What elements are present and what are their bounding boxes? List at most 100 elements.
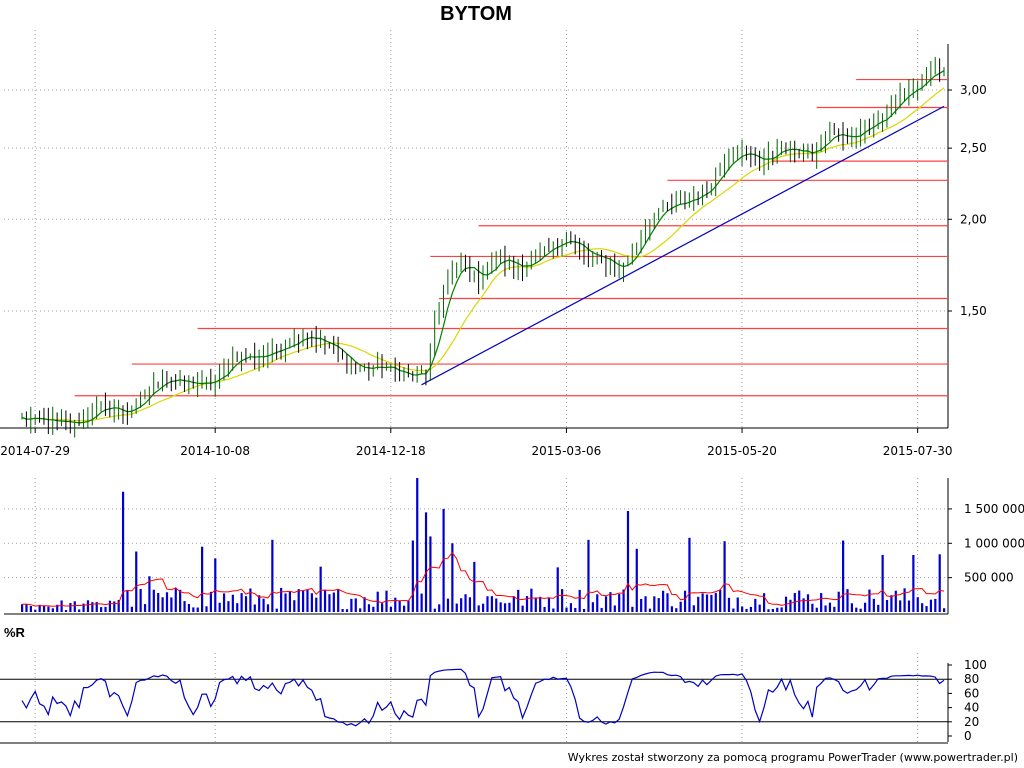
volume-bar	[574, 607, 577, 612]
volume-bar	[578, 589, 581, 612]
volume-bar	[429, 536, 432, 612]
volume-bar	[877, 604, 880, 612]
volume-bar	[837, 591, 840, 612]
volume-bar	[631, 606, 634, 612]
volume-bar	[934, 598, 937, 612]
volume-bar	[596, 594, 599, 612]
volume-bar	[534, 597, 537, 612]
volume-bar	[205, 606, 208, 612]
volume-bar	[306, 589, 309, 612]
volume-bar	[214, 558, 217, 612]
volume-bar	[754, 598, 757, 612]
volume-bar	[600, 607, 603, 612]
volume-bar	[890, 595, 893, 612]
volume-bar	[34, 609, 37, 612]
volume-bar	[517, 589, 520, 612]
volume-bar	[249, 588, 252, 612]
chart-title: BYTOM	[440, 3, 512, 25]
volume-bar	[179, 589, 182, 612]
volume-bar	[727, 597, 731, 612]
volume-bar	[609, 592, 612, 612]
wr-y-tick-label: 40	[964, 701, 979, 715]
volume-bar	[262, 598, 265, 612]
volume-bar	[855, 607, 858, 612]
volume-bar	[547, 597, 551, 612]
volume-bar	[591, 602, 594, 612]
volume-bar	[100, 607, 103, 612]
volume-bar	[745, 608, 748, 612]
volume-bar	[130, 606, 133, 612]
volume-bar	[174, 587, 177, 612]
volume-bar	[60, 600, 63, 612]
volume-bar	[701, 593, 704, 612]
volume-bar	[640, 598, 643, 612]
volume-bar	[846, 589, 849, 612]
volume-bar	[332, 592, 335, 612]
volume-bar	[288, 591, 292, 612]
volume-bar	[758, 604, 761, 612]
volume-bar	[561, 589, 564, 612]
volume-bar	[697, 596, 700, 612]
volume-bar	[108, 600, 112, 612]
volume-bar	[662, 590, 665, 612]
price-x-tick-label: 2014-12-18	[356, 444, 426, 458]
volume-bar	[648, 608, 652, 612]
volume-bar	[903, 588, 906, 612]
volume-bar	[683, 590, 687, 612]
volume-bar	[394, 597, 397, 612]
volume-bar	[297, 589, 300, 612]
volume-bar	[284, 593, 287, 612]
volume-bar	[525, 596, 529, 612]
williams-r-label: %R	[4, 625, 26, 640]
wr-y-tick-label: 100	[964, 658, 987, 672]
volume-bar	[341, 609, 344, 612]
volume-bar	[863, 602, 867, 612]
volume-bar	[521, 605, 524, 612]
wr-y-tick-label: 0	[964, 729, 972, 743]
volume-bar	[820, 593, 823, 612]
volume-bar	[244, 596, 248, 612]
volume-bar	[543, 606, 546, 612]
volume-bar	[280, 587, 283, 612]
volume-bar	[113, 601, 116, 612]
volume-y-tick-label: 1 500 000	[964, 502, 1024, 516]
volume-bar	[912, 554, 915, 612]
volume-bar	[679, 601, 682, 612]
volume-bar	[293, 600, 296, 612]
volume-bar	[398, 600, 401, 612]
volume-bar	[455, 603, 458, 612]
volume-bar	[407, 600, 410, 612]
volume-bar	[161, 597, 164, 612]
volume-bar	[512, 596, 515, 612]
volume-bar	[582, 608, 586, 612]
volume-bar	[69, 603, 72, 612]
volume-bar	[236, 603, 239, 612]
volume-bar	[95, 602, 98, 612]
volume-bar	[275, 608, 278, 612]
volume-bar	[811, 603, 814, 612]
volume-bar	[78, 609, 81, 612]
volume-bar	[736, 597, 739, 612]
volume-bar	[789, 599, 792, 612]
volume-bar	[943, 608, 946, 612]
volume-bar	[258, 595, 261, 612]
volume-bar	[670, 606, 673, 612]
volume-bar	[613, 605, 616, 612]
volume-bar	[719, 589, 722, 612]
volume-bar	[644, 596, 647, 612]
volume-bar	[732, 608, 735, 612]
volume-bar	[416, 478, 419, 612]
volume-bar	[51, 608, 54, 612]
wr-y-tick-label: 60	[964, 686, 979, 700]
volume-bar	[828, 602, 832, 612]
volume-bar	[201, 546, 204, 612]
volume-bar	[490, 596, 493, 612]
volume-bar	[815, 607, 818, 612]
volume-bar	[749, 606, 753, 612]
volume-bar	[240, 593, 243, 612]
volume-bar	[157, 592, 160, 612]
volume-bar	[635, 548, 638, 612]
volume-bar	[354, 598, 357, 612]
volume-bar	[82, 603, 85, 612]
volume-bar	[73, 601, 76, 612]
